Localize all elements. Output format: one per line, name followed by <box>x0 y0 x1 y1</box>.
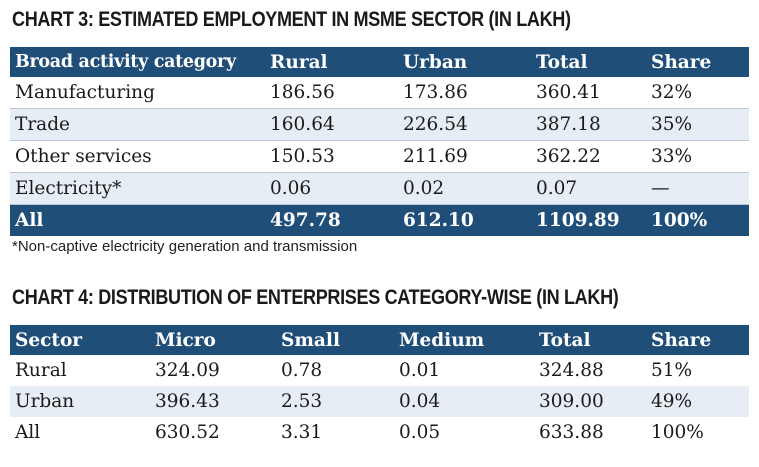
table-cell: 630.52 <box>155 422 220 443</box>
table-header-row: Broad activity category Rural Urban Tota… <box>10 47 749 77</box>
table-cell: 309.00 <box>539 391 604 412</box>
table-cell: 160.64 <box>265 108 398 141</box>
table-cell: 0.04 <box>399 391 441 412</box>
chart3-title: CHART 3: ESTIMATED EMPLOYMENT IN MSME SE… <box>12 8 571 31</box>
column-header: Medium <box>399 329 485 351</box>
table-cell: 150.53 <box>265 140 398 173</box>
table-header-row: Sector Micro Small Medium Total Share <box>10 325 749 355</box>
table-cell: 612.10 <box>403 210 474 231</box>
table-cell: 396.43 <box>155 391 220 412</box>
table-cell: — <box>646 172 749 205</box>
table-row: Trade 160.64 226.54 387.18 35% <box>10 108 749 141</box>
table-cell: 0.07 <box>531 172 646 205</box>
table-cell: 0.05 <box>399 422 441 443</box>
table-cell: 33% <box>646 140 749 173</box>
table-cell: 32% <box>646 77 749 109</box>
column-header: Total <box>536 51 588 73</box>
table-cell: 3.31 <box>281 422 323 443</box>
table-cell: 360.41 <box>531 77 646 109</box>
table-cell: 387.18 <box>531 108 646 141</box>
table-cell: 173.86 <box>398 77 531 109</box>
table-cell: All <box>15 210 44 231</box>
table-cell: 35% <box>646 108 749 141</box>
table-cell: 100% <box>651 422 704 443</box>
table-row: Other services 150.53 211.69 362.22 33% <box>10 140 749 173</box>
table-cell: 497.78 <box>270 210 341 231</box>
table-cell: 211.69 <box>398 140 531 173</box>
column-header: Micro <box>155 329 216 351</box>
table-cell: 1109.89 <box>536 210 620 231</box>
table-cell: 0.01 <box>399 360 441 381</box>
table-cell: All <box>15 422 41 443</box>
table-row: Electricity* 0.06 0.02 0.07 — <box>10 172 749 205</box>
total-row: All 497.78 612.10 1109.89 100% <box>10 204 749 236</box>
table-cell: Urban <box>15 391 75 412</box>
table-cell: Manufacturing <box>10 77 265 109</box>
employment-table: Broad activity category Rural Urban Tota… <box>10 47 749 236</box>
table-cell: 0.06 <box>265 172 398 205</box>
table-cell: 49% <box>651 391 693 412</box>
table-row: Manufacturing 186.56 173.86 360.41 32% <box>10 77 749 109</box>
table-cell: Electricity* <box>10 172 265 205</box>
column-header: Share <box>651 329 712 351</box>
table-cell: 324.09 <box>155 360 220 381</box>
table-row: Urban 396.43 2.53 0.04 309.00 49% <box>10 386 749 417</box>
chart4-title: CHART 4: DISTRIBUTION OF ENTERPRISES CAT… <box>12 286 619 309</box>
table-cell: Rural <box>15 360 67 381</box>
table-cell: 362.22 <box>531 140 646 173</box>
table-cell: 633.88 <box>539 422 604 443</box>
column-header: Total <box>539 329 591 351</box>
column-header: Sector <box>15 329 83 351</box>
table-cell: 51% <box>651 360 693 381</box>
column-header: Rural <box>270 51 328 73</box>
column-header: Urban <box>403 51 468 73</box>
column-header: Share <box>651 51 712 73</box>
footnote: *Non-captive electricity generation and … <box>12 238 358 255</box>
table-cell: 226.54 <box>398 108 531 141</box>
table-cell: Trade <box>10 108 265 141</box>
table-cell: Other services <box>10 140 265 173</box>
enterprises-table: Sector Micro Small Medium Total Share Ru… <box>10 325 749 448</box>
table-cell: 186.56 <box>265 77 398 109</box>
column-header: Small <box>281 329 340 351</box>
table-cell: 0.02 <box>398 172 531 205</box>
table-row: All 630.52 3.31 0.05 633.88 100% <box>10 417 749 448</box>
column-header: Broad activity category <box>15 52 236 72</box>
table-cell: 2.53 <box>281 391 323 412</box>
table-cell: 100% <box>651 210 708 231</box>
table-cell: 0.78 <box>281 360 323 381</box>
table-cell: 324.88 <box>539 360 604 381</box>
table-row: Rural 324.09 0.78 0.01 324.88 51% <box>10 355 749 386</box>
